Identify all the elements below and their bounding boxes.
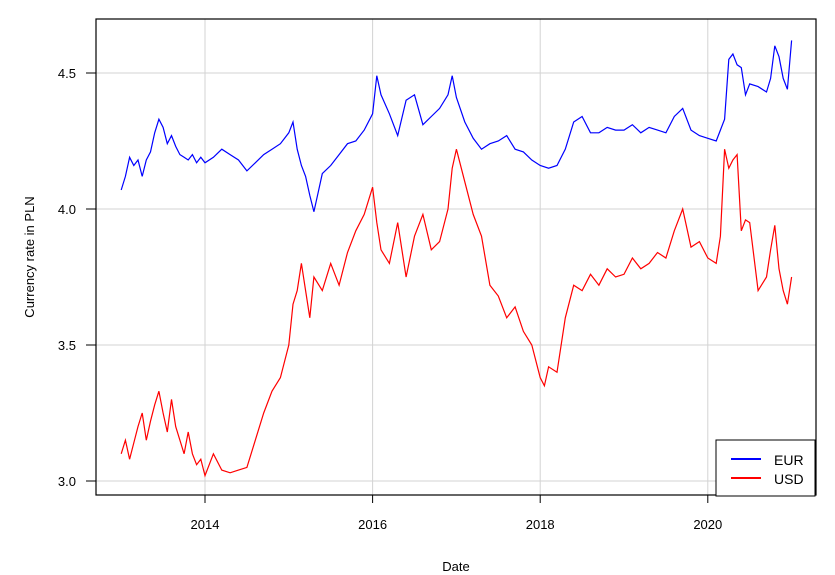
y-axis-title: Currency rate in PLN bbox=[22, 196, 37, 317]
data-series bbox=[120, 40, 793, 478]
legend-eur-label: EUR bbox=[774, 452, 804, 468]
x-axis-title: Date bbox=[442, 559, 469, 574]
y-tick-label: 3.5 bbox=[58, 338, 76, 353]
series-line-usd bbox=[120, 149, 793, 478]
x-tick-label: 2014 bbox=[191, 517, 220, 532]
y-tick-label: 4.5 bbox=[58, 66, 76, 81]
y-axis: 3.0 3.5 4.0 4.5 bbox=[58, 66, 96, 489]
series-line-eur bbox=[120, 40, 793, 212]
legend-box bbox=[715, 439, 816, 497]
y-tick-label: 3.0 bbox=[58, 474, 76, 489]
plot-frame bbox=[95, 18, 817, 496]
y-tick-label: 4.0 bbox=[58, 202, 76, 217]
x-axis: 2014 2016 2018 2020 bbox=[191, 495, 722, 532]
legend-usd-label: USD bbox=[774, 471, 804, 487]
x-tick-label: 2020 bbox=[693, 517, 722, 532]
legend: EUR USD bbox=[715, 439, 816, 497]
gridlines bbox=[96, 19, 816, 495]
x-tick-label: 2016 bbox=[358, 517, 387, 532]
x-tick-label: 2018 bbox=[526, 517, 555, 532]
